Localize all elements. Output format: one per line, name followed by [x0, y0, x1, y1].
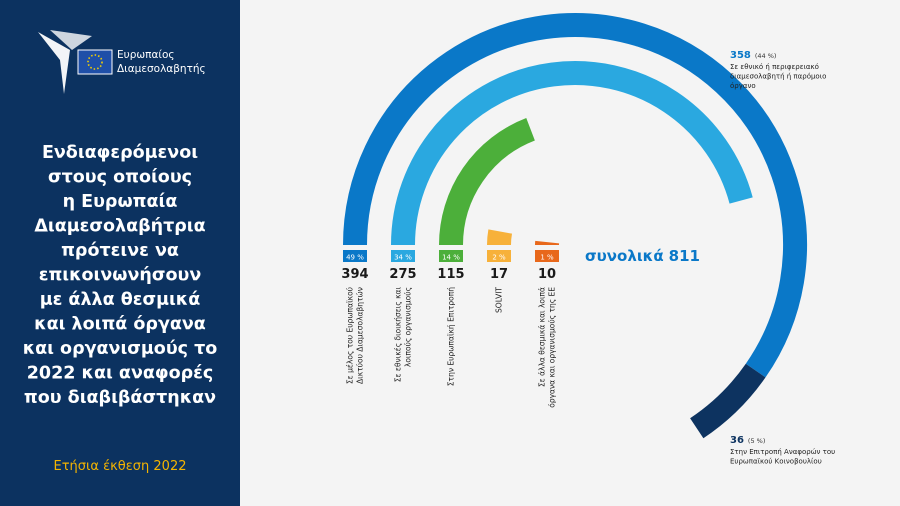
- logo-shape: [50, 30, 92, 50]
- title-line: Ενδιαφερόμενοι: [42, 143, 198, 163]
- breakdown-label: διαμεσολαβητή ή παρόμοιο: [730, 73, 826, 81]
- arc-segment: [689, 363, 766, 439]
- eu-flag: [77, 49, 113, 75]
- breakdown-value: 36 (5 %): [730, 435, 765, 446]
- logo-text: Διαμεσολαβητής: [117, 63, 206, 75]
- title: Ενδιαφερόμενοι στους οποίους η Ευρωπαία Δια…: [23, 143, 218, 408]
- share-box: [439, 250, 463, 262]
- title-line: και οργανισμούς το: [23, 339, 218, 359]
- breakdown-label: Στην Επιτροπή Αναφορών του: [730, 448, 835, 456]
- footer: Ετήσια έκθεση 2022: [54, 459, 187, 474]
- arc: [439, 118, 536, 246]
- value-label: 275: [389, 267, 416, 282]
- title-line: στους οποίους: [48, 168, 192, 188]
- total-label: συνολικά 811: [585, 247, 700, 265]
- side-panel: [0, 0, 240, 506]
- title-line: με άλλα θεσμικά: [40, 290, 201, 310]
- share-box: [487, 250, 511, 262]
- arc: [391, 61, 753, 246]
- category-label: λοιπούς οργανισμούς: [403, 287, 412, 367]
- breakdown-value: 358 (44 %): [730, 50, 776, 61]
- category-label: Σε εθνικές διοικήσεις και: [393, 287, 402, 383]
- breakdown-label: Σε εθνικό ή περιφερειακό: [730, 63, 819, 71]
- share-label: 2 %: [492, 254, 506, 262]
- category-label: Στην Ευρωπαϊκή Επιτροπή: [446, 287, 455, 386]
- eu-stars: [87, 54, 103, 70]
- breakdown-label: όργανο: [730, 82, 756, 90]
- total-value: 811: [669, 247, 700, 265]
- share-label: 1 %: [540, 254, 554, 262]
- title-line: πρότεινε να: [61, 241, 179, 261]
- total-text: συνολικά: [585, 247, 664, 265]
- title-line: που διαβιβάστηκαν: [24, 388, 216, 408]
- share-box: [391, 250, 415, 262]
- value-label: 17: [490, 267, 508, 282]
- title-line: επικοινωνήσουν: [39, 266, 202, 286]
- breakdown-number: 358: [730, 50, 751, 61]
- category-label: SOLVIT: [494, 287, 503, 313]
- breakdown-number: 36: [730, 435, 744, 446]
- share-label: 34 %: [394, 254, 412, 262]
- arc: [487, 229, 513, 246]
- title-line: 2022 και αναφορές: [27, 364, 213, 384]
- value-label: 394: [341, 267, 368, 282]
- category-label: Σε άλλα θεσμικά και λοιπά: [537, 287, 546, 387]
- logo-shape: [38, 32, 70, 94]
- logo-text: Ευρωπαίος: [117, 49, 175, 61]
- chart: 49 % 394 Σε μέλος του Ευρωπαϊκού Δικτύου Δι…: [341, 13, 835, 466]
- arc-segment: [343, 13, 807, 378]
- breakdown-share: (44 %): [755, 52, 777, 60]
- value-label: 115: [437, 267, 464, 282]
- breakdown-label: Ευρωπαϊκού Κοινοβουλίου: [730, 458, 822, 466]
- category-label: Δικτύου Διαμεσολαβητών: [355, 287, 364, 384]
- breakdown-share: (5 %): [748, 437, 765, 445]
- share-label: 14 %: [442, 254, 460, 262]
- share-box: [535, 250, 559, 262]
- category-label: Σε μέλος του Ευρωπαϊκού: [345, 287, 354, 384]
- value-label: 10: [538, 267, 556, 282]
- share-box: [343, 250, 367, 262]
- title-line: η Ευρωπαία: [63, 192, 178, 212]
- title-line: και λοιπά όργανα: [34, 315, 206, 335]
- share-label: 49 %: [346, 254, 364, 262]
- title-line: Διαμεσολαβήτρια: [34, 217, 205, 237]
- category-label: όργανα και οργανισμούς της ΕΕ: [547, 287, 556, 408]
- logo: Ευρωπαίος Διαμεσολαβητής: [38, 30, 206, 94]
